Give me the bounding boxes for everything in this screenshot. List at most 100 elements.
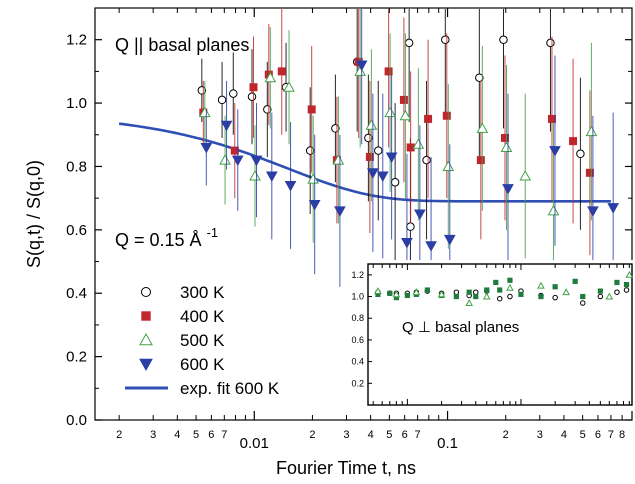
data-point [220, 120, 233, 132]
inset-data-point [404, 292, 410, 299]
y-tick-label: 0.6 [66, 222, 87, 239]
inset-data-point [437, 290, 446, 298]
inset-data-point [537, 281, 545, 289]
x-minor-tick-label: 7 [415, 429, 421, 441]
x-minor-tick-label: 5 [386, 429, 392, 441]
x-minor-tick-label: 4 [368, 429, 374, 441]
inset-data-point [552, 294, 558, 301]
data-point [385, 152, 398, 163]
legend-marker [141, 287, 151, 297]
inset-data-point [597, 293, 604, 300]
annotation-q-superscript: -1 [207, 225, 219, 240]
inset-data-point [506, 283, 514, 291]
x-major-tick-label: 0.1 [437, 435, 458, 452]
data-point [264, 71, 277, 83]
data-point [250, 155, 263, 167]
inset-data-point [473, 293, 479, 300]
inset-data-point [625, 270, 634, 278]
x-minor-tick-label: 5 [193, 429, 199, 441]
inset-data-point [538, 293, 544, 300]
data-point [412, 138, 425, 149]
data-point [585, 168, 594, 177]
data-point [229, 89, 238, 98]
inset-data-point [473, 289, 479, 295]
data-point [247, 92, 257, 101]
inset-annotation: Q ⊥ basal planes [402, 319, 519, 336]
data-point [355, 60, 368, 72]
data-point [422, 155, 431, 165]
inset-y-tick-label: 1.0 [351, 292, 364, 302]
data-point [365, 152, 374, 161]
legend-marker [139, 332, 153, 346]
data-point [441, 35, 450, 44]
inset-y-tick-label: 0.8 [351, 313, 364, 323]
x-minor-tick-label: 6 [595, 429, 601, 441]
data-point [546, 38, 555, 48]
y-tick-label: 0.0 [66, 412, 87, 429]
data-point [198, 106, 211, 118]
data-point [390, 178, 400, 187]
inset-data-point [507, 293, 513, 300]
data-point [500, 141, 513, 152]
x-minor-tick-label: 6 [402, 429, 408, 441]
data-point [249, 169, 261, 181]
data-point [384, 67, 393, 76]
inset-y-tick-label: 0.4 [351, 357, 364, 367]
inset-data-point [392, 290, 401, 298]
data-point [277, 67, 286, 76]
data-point [442, 111, 451, 120]
data-point [424, 114, 433, 123]
data-point [284, 180, 297, 192]
x-minor-tick-label: 2 [116, 429, 122, 441]
y-tick-label: 1.2 [66, 32, 87, 49]
data-point [384, 106, 396, 118]
inset-data-point [614, 289, 620, 295]
x-minor-tick-label: 4 [174, 429, 180, 441]
inset-data-point [387, 290, 393, 296]
legend-label: 500 K [180, 331, 225, 350]
data-point [569, 137, 578, 146]
inset-data-point [579, 300, 586, 306]
data-point [249, 83, 258, 92]
data-point [414, 209, 426, 221]
data-point [476, 156, 485, 165]
series-500-k [198, 9, 598, 300]
inset-series-triangle [374, 270, 634, 306]
data-point [499, 35, 508, 44]
inset-data-point [580, 293, 586, 300]
data-point [406, 143, 415, 152]
data-point [401, 238, 413, 249]
data-point [367, 168, 379, 179]
data-point [365, 119, 378, 130]
inset-data-point [623, 282, 630, 288]
y-tick-label: 0.4 [66, 285, 87, 302]
annotation-q-text: Q = 0.15 Å [115, 230, 202, 250]
x-minor-tick-label: 3 [150, 429, 156, 441]
annotation-q-parallel: Q || basal planes [115, 35, 249, 55]
inset-data-point [562, 288, 571, 296]
fit-curve-600k [118, 122, 611, 203]
data-point [404, 38, 414, 48]
y-axis-title: S(q,t) / S(q,0) [24, 160, 44, 268]
x-minor-tick-label: 2 [309, 429, 315, 441]
data-point [219, 154, 231, 165]
inset-data-point [424, 287, 430, 293]
x-minor-tick-label: 5 [580, 429, 586, 441]
data-point [230, 146, 239, 155]
legend-label: 400 K [180, 307, 225, 326]
legend-label: 600 K [180, 355, 225, 374]
inset-plot: 1.2 1.0 0.8 0.6 0.4 0.2 [342, 260, 635, 411]
inset-data-point [597, 288, 603, 294]
x-minor-tick-label: 6 [208, 429, 214, 441]
data-point [425, 241, 437, 252]
data-point [549, 146, 561, 157]
data-point [307, 173, 320, 184]
legend-label: 300 K [180, 283, 225, 302]
data-point [334, 206, 346, 217]
data-point [607, 203, 620, 214]
data-point [443, 234, 456, 246]
inset-data-point [605, 292, 614, 300]
inset-data-point [466, 289, 472, 295]
inset-data-point [465, 299, 474, 306]
data-point [475, 73, 484, 82]
